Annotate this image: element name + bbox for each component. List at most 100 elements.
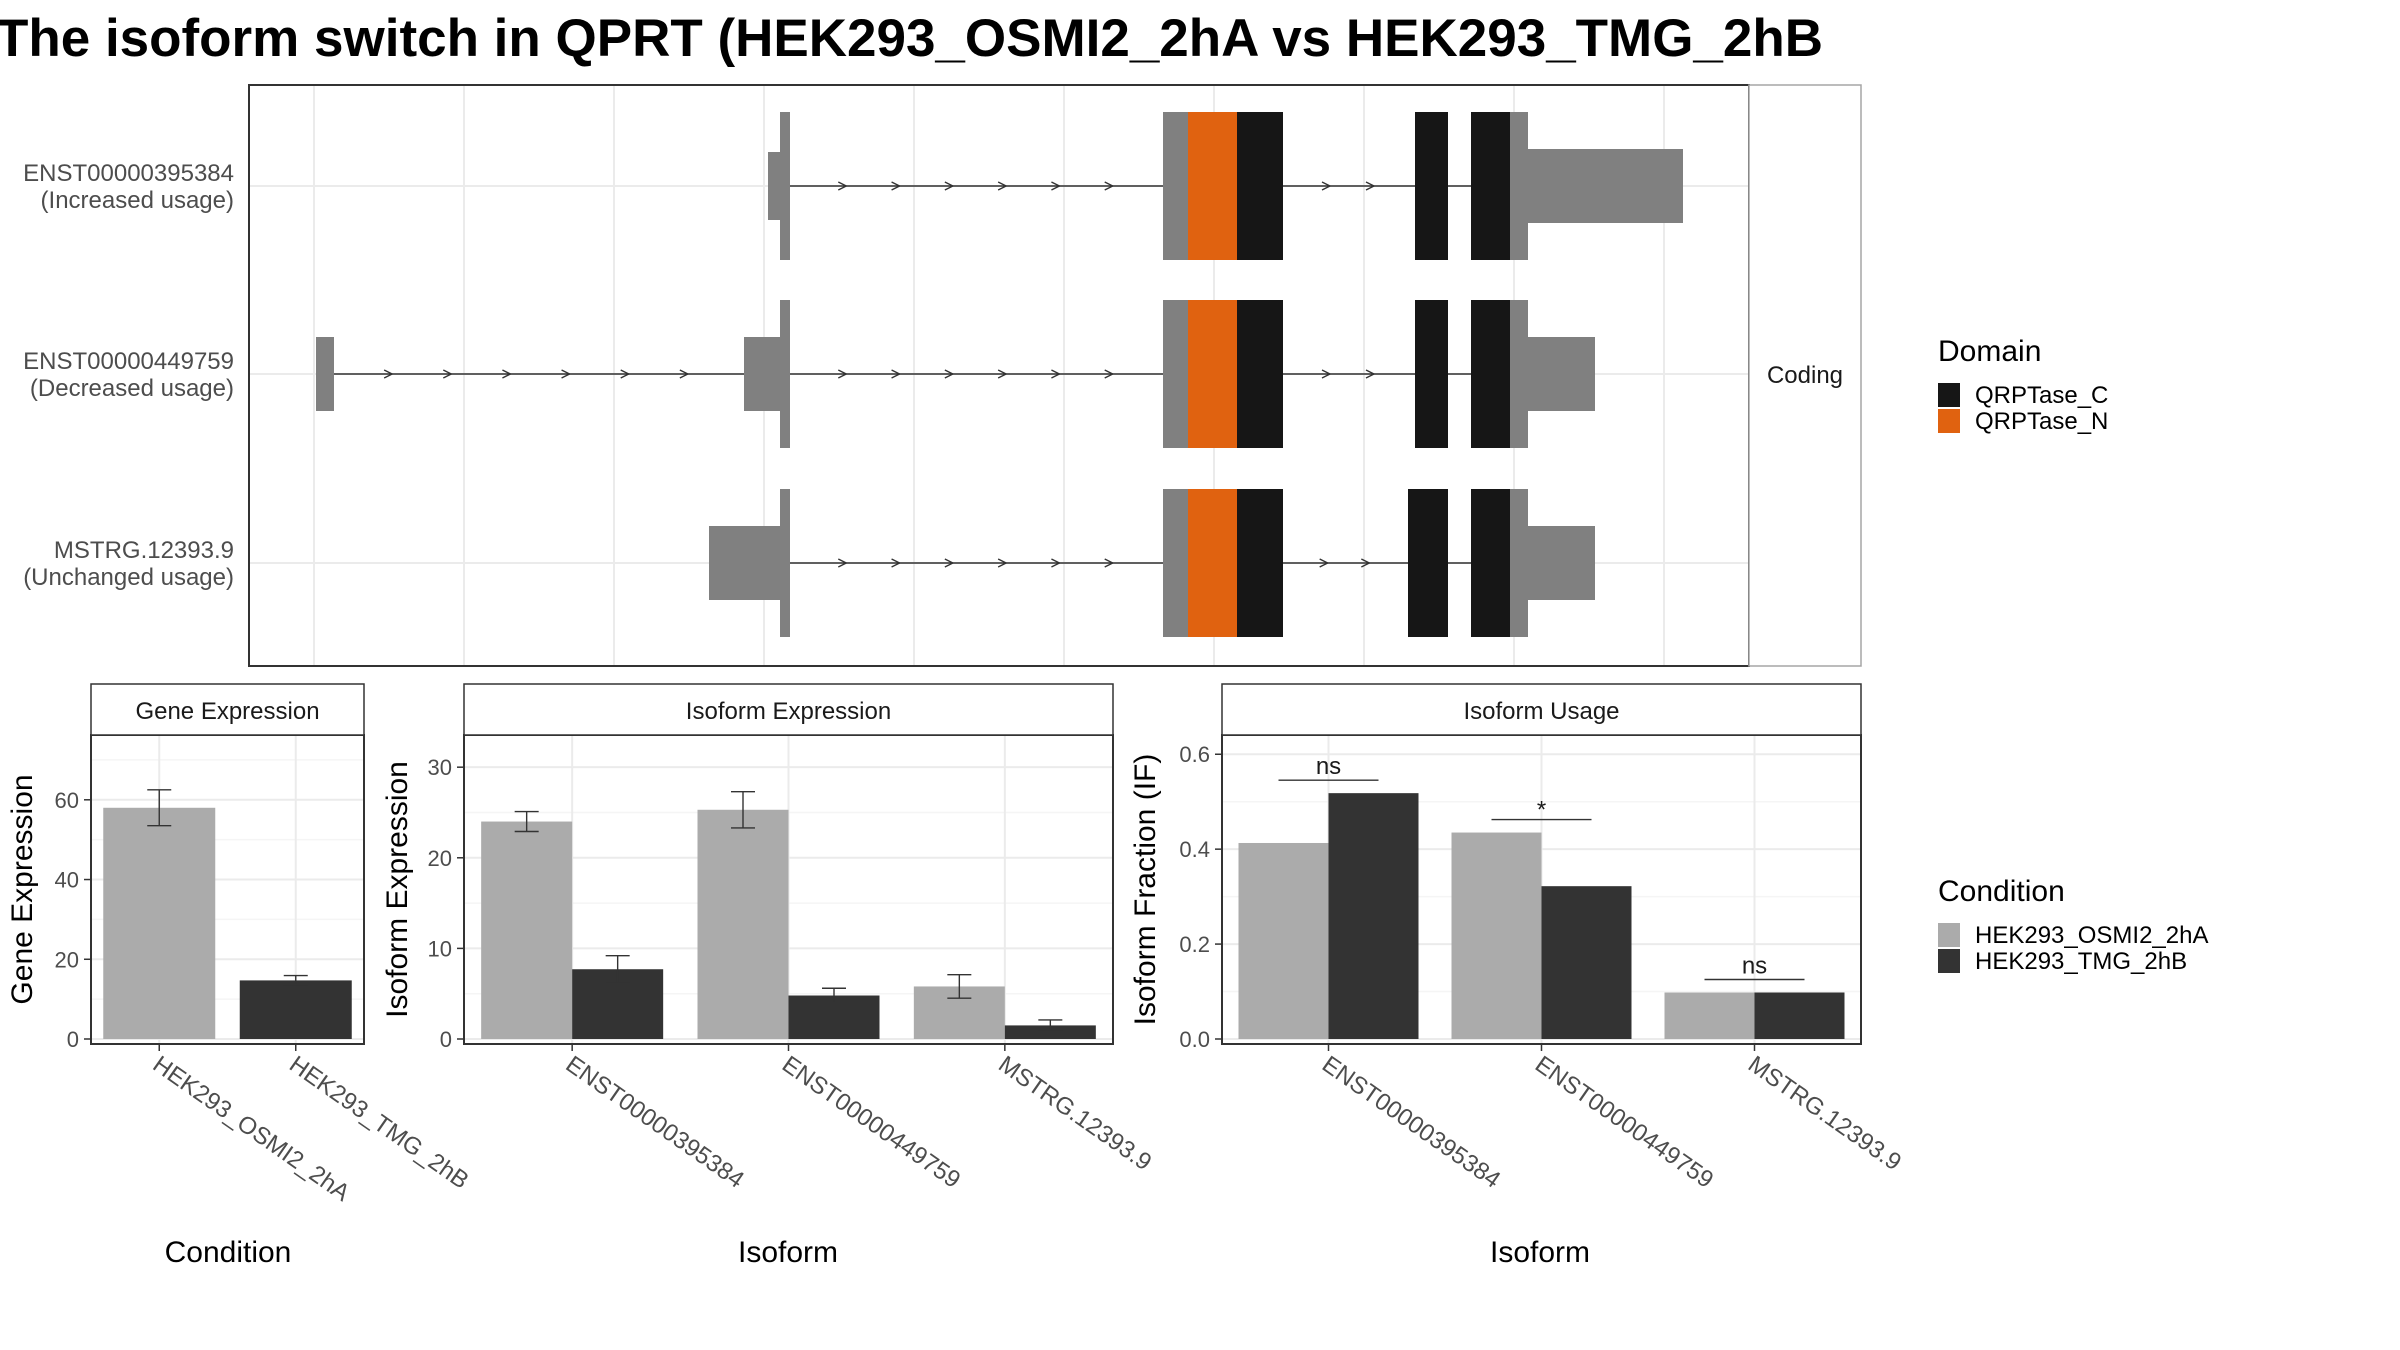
transcript-usage-label: (Decreased usage) bbox=[30, 375, 234, 402]
intron-arrow bbox=[891, 558, 902, 568]
x-tick-label: ENST00000449759 bbox=[777, 1051, 965, 1194]
domain-c-exon bbox=[1408, 489, 1448, 637]
intron-arrow bbox=[1361, 558, 1371, 568]
domain-n-exon bbox=[1188, 112, 1237, 260]
x-tick-label: ENST00000449759 bbox=[1530, 1051, 1718, 1194]
domain-c-exon bbox=[1237, 300, 1283, 448]
transcript-id-label: MSTRG.12393.9 bbox=[54, 537, 234, 564]
x-axis-title: Condition bbox=[165, 1236, 292, 1269]
y-tick-label: 40 bbox=[55, 868, 79, 893]
domain-n-exon bbox=[1188, 489, 1237, 637]
exon-block bbox=[709, 526, 780, 600]
domain-c-exon bbox=[1471, 489, 1510, 637]
intron-arrow bbox=[891, 369, 902, 379]
bar bbox=[1451, 832, 1542, 1039]
domain-c-exon bbox=[1471, 112, 1510, 260]
panel-strip-title: Isoform Usage bbox=[1463, 698, 1619, 725]
condition-legend-label: HEK293_TMG_2hB bbox=[1975, 948, 2187, 975]
y-tick-label: 0.0 bbox=[1179, 1027, 1210, 1052]
exon-block bbox=[780, 300, 790, 448]
y-tick-label: 0.6 bbox=[1179, 742, 1210, 767]
significance-label: ns bbox=[1316, 753, 1341, 780]
x-tick-label: ENST00000395384 bbox=[561, 1051, 749, 1194]
bar bbox=[103, 807, 216, 1039]
domain-n-exon bbox=[1188, 300, 1237, 448]
y-tick-label: 10 bbox=[428, 936, 452, 961]
exon-block bbox=[780, 489, 790, 637]
intron-arrow bbox=[1319, 558, 1330, 568]
intron-arrow bbox=[837, 558, 848, 568]
intron-arrow bbox=[997, 181, 1008, 191]
intron-arrow bbox=[1365, 369, 1376, 379]
y-tick-label: 20 bbox=[55, 947, 79, 972]
domain-c-exon bbox=[1415, 300, 1448, 448]
panel-strip bbox=[90, 683, 365, 736]
intron-arrow bbox=[997, 369, 1008, 379]
bar bbox=[1238, 842, 1329, 1039]
exon-block bbox=[744, 337, 780, 411]
panel-strip-title: Isoform Expression bbox=[686, 698, 891, 725]
intron-arrow bbox=[944, 369, 955, 379]
y-tick-label: 0.4 bbox=[1179, 837, 1210, 862]
intron-arrow bbox=[1051, 181, 1061, 191]
intron-arrow bbox=[1104, 181, 1115, 191]
exon-block bbox=[1528, 526, 1595, 600]
intron-arrow bbox=[997, 558, 1008, 568]
x-tick-label: ENST00000395384 bbox=[1317, 1051, 1505, 1194]
bar bbox=[1004, 1025, 1096, 1039]
x-tick-label: MSTRG.12393.9 bbox=[1743, 1051, 1906, 1176]
significance-label: ns bbox=[1742, 952, 1767, 979]
intron-arrow bbox=[944, 181, 955, 191]
domain-legend-key bbox=[1938, 383, 1960, 407]
panel-3: ns * ns Isoform Usage 0.0 0.2 0.4 0.6 ENST000003… bbox=[1129, 683, 1906, 1269]
domain-c-exon bbox=[1471, 300, 1510, 448]
y-axis-title: Isoform Expression bbox=[381, 761, 414, 1018]
panel-strip bbox=[1221, 683, 1862, 736]
exon-block bbox=[1163, 300, 1188, 448]
exon-block bbox=[1510, 489, 1528, 637]
bar bbox=[1754, 992, 1845, 1039]
condition-legend-key bbox=[1938, 923, 1960, 947]
x-axis-title: Isoform bbox=[738, 1236, 838, 1269]
intron-arrow bbox=[1365, 181, 1376, 191]
panel-strip-title: Gene Expression bbox=[135, 698, 319, 725]
transcript-id-label: ENST00000395384 bbox=[23, 160, 234, 187]
intron-arrow bbox=[383, 369, 394, 379]
condition-legend-label: HEK293_OSMI2_2hA bbox=[1975, 922, 2208, 949]
intron-arrow bbox=[442, 369, 453, 379]
exon-block bbox=[780, 112, 790, 260]
exon-block bbox=[1510, 300, 1528, 448]
exon-block bbox=[1510, 112, 1528, 260]
bar bbox=[239, 980, 352, 1039]
transcript-structure-panel: Coding ENST00000395384(Increased usage) EN… bbox=[23, 84, 1862, 667]
intron-arrow bbox=[1104, 558, 1115, 568]
y-tick-label: 20 bbox=[428, 846, 452, 871]
bar-panels: Gene Expression0204060HEK293_OSMI2_2hAHE… bbox=[6, 683, 1906, 1269]
domain-legend-key bbox=[1938, 409, 1960, 433]
exon-block bbox=[1528, 337, 1595, 411]
condition-legend-key bbox=[1938, 949, 1960, 973]
bar bbox=[1328, 793, 1419, 1039]
panel-strip bbox=[463, 683, 1114, 736]
y-tick-label: 0 bbox=[440, 1027, 452, 1052]
plot-title: The isoform switch in QPRT (HEK293_OSMI2… bbox=[0, 9, 1823, 68]
condition-legend-title: Condition bbox=[1938, 875, 2065, 908]
domain-legend-label: QRPTase_C bbox=[1975, 382, 2108, 409]
intron-arrow bbox=[561, 369, 572, 379]
bar bbox=[481, 821, 573, 1039]
transcript-usage-label: (Unchanged usage) bbox=[23, 564, 234, 591]
intron-arrow bbox=[502, 369, 512, 379]
domain-c-exon bbox=[1237, 112, 1283, 260]
transcript-id-label: ENST00000449759 bbox=[23, 348, 234, 375]
domain-c-exon bbox=[1415, 112, 1448, 260]
panel-1: Gene Expression0204060HEK293_OSMI2_2hAHE… bbox=[6, 683, 474, 1269]
exon-block bbox=[1528, 149, 1683, 223]
domain-legend-title: Domain bbox=[1938, 335, 2041, 368]
exon-block bbox=[1163, 489, 1188, 637]
intron-arrow bbox=[1051, 558, 1061, 568]
facet-strip bbox=[1748, 84, 1862, 667]
intron-arrow bbox=[837, 181, 848, 191]
significance-label: * bbox=[1537, 797, 1546, 824]
